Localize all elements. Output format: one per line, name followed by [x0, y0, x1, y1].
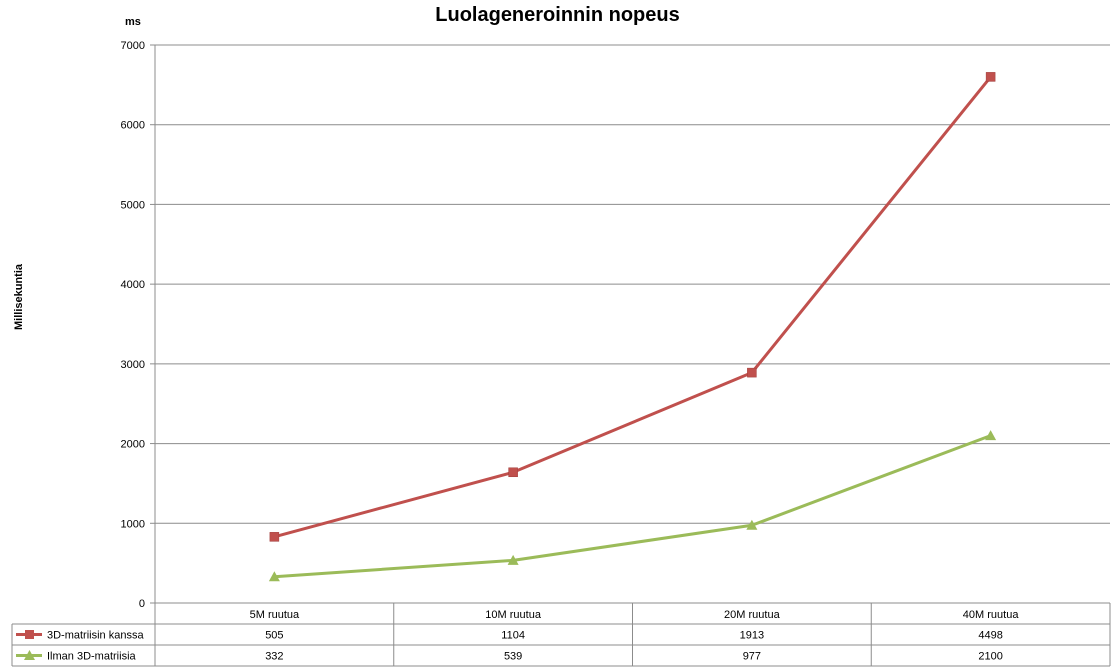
category-label: 5M ruutua [250, 609, 300, 621]
y-tick-label: 3000 [121, 359, 145, 371]
data-point [985, 72, 996, 82]
category-label: 40M ruutua [963, 609, 1020, 621]
y-tick-label: 0 [139, 598, 145, 610]
legend-label: Ilman 3D-matriisia [47, 651, 137, 663]
table-value: 332 [265, 651, 283, 663]
series-line [273, 75, 992, 539]
data-point [269, 532, 280, 542]
y-tick-label: 7000 [121, 40, 145, 52]
chart-title: Luolageneroinnin nopeus [435, 4, 680, 26]
data-point [747, 367, 757, 378]
legend-label: 3D-matriisin kanssa [47, 630, 144, 642]
y-tick-label: 6000 [121, 120, 145, 132]
legend-marker [25, 630, 34, 639]
y-tick-label: 2000 [121, 439, 145, 451]
data-point [268, 571, 280, 582]
table-value: 539 [504, 651, 522, 663]
table-value: 1913 [740, 630, 764, 642]
data-point [507, 554, 519, 565]
y-tick-label: 4000 [121, 279, 145, 291]
data-point [508, 467, 518, 478]
table-value: 4498 [978, 630, 1002, 642]
y-tick-label: 5000 [121, 199, 145, 211]
legend-marker [24, 650, 35, 660]
table-value: 505 [265, 630, 283, 642]
data-point [985, 430, 997, 441]
table-value: 977 [743, 651, 761, 663]
series-line [274, 434, 992, 579]
category-label: 10M ruutua [485, 609, 542, 621]
data-point [746, 519, 758, 530]
category-label: 20M ruutua [724, 609, 781, 621]
table-value: 2100 [978, 651, 1002, 663]
y-unit-label: ms [125, 16, 141, 28]
y-tick-label: 1000 [121, 518, 145, 530]
table-value: 1104 [501, 630, 525, 642]
